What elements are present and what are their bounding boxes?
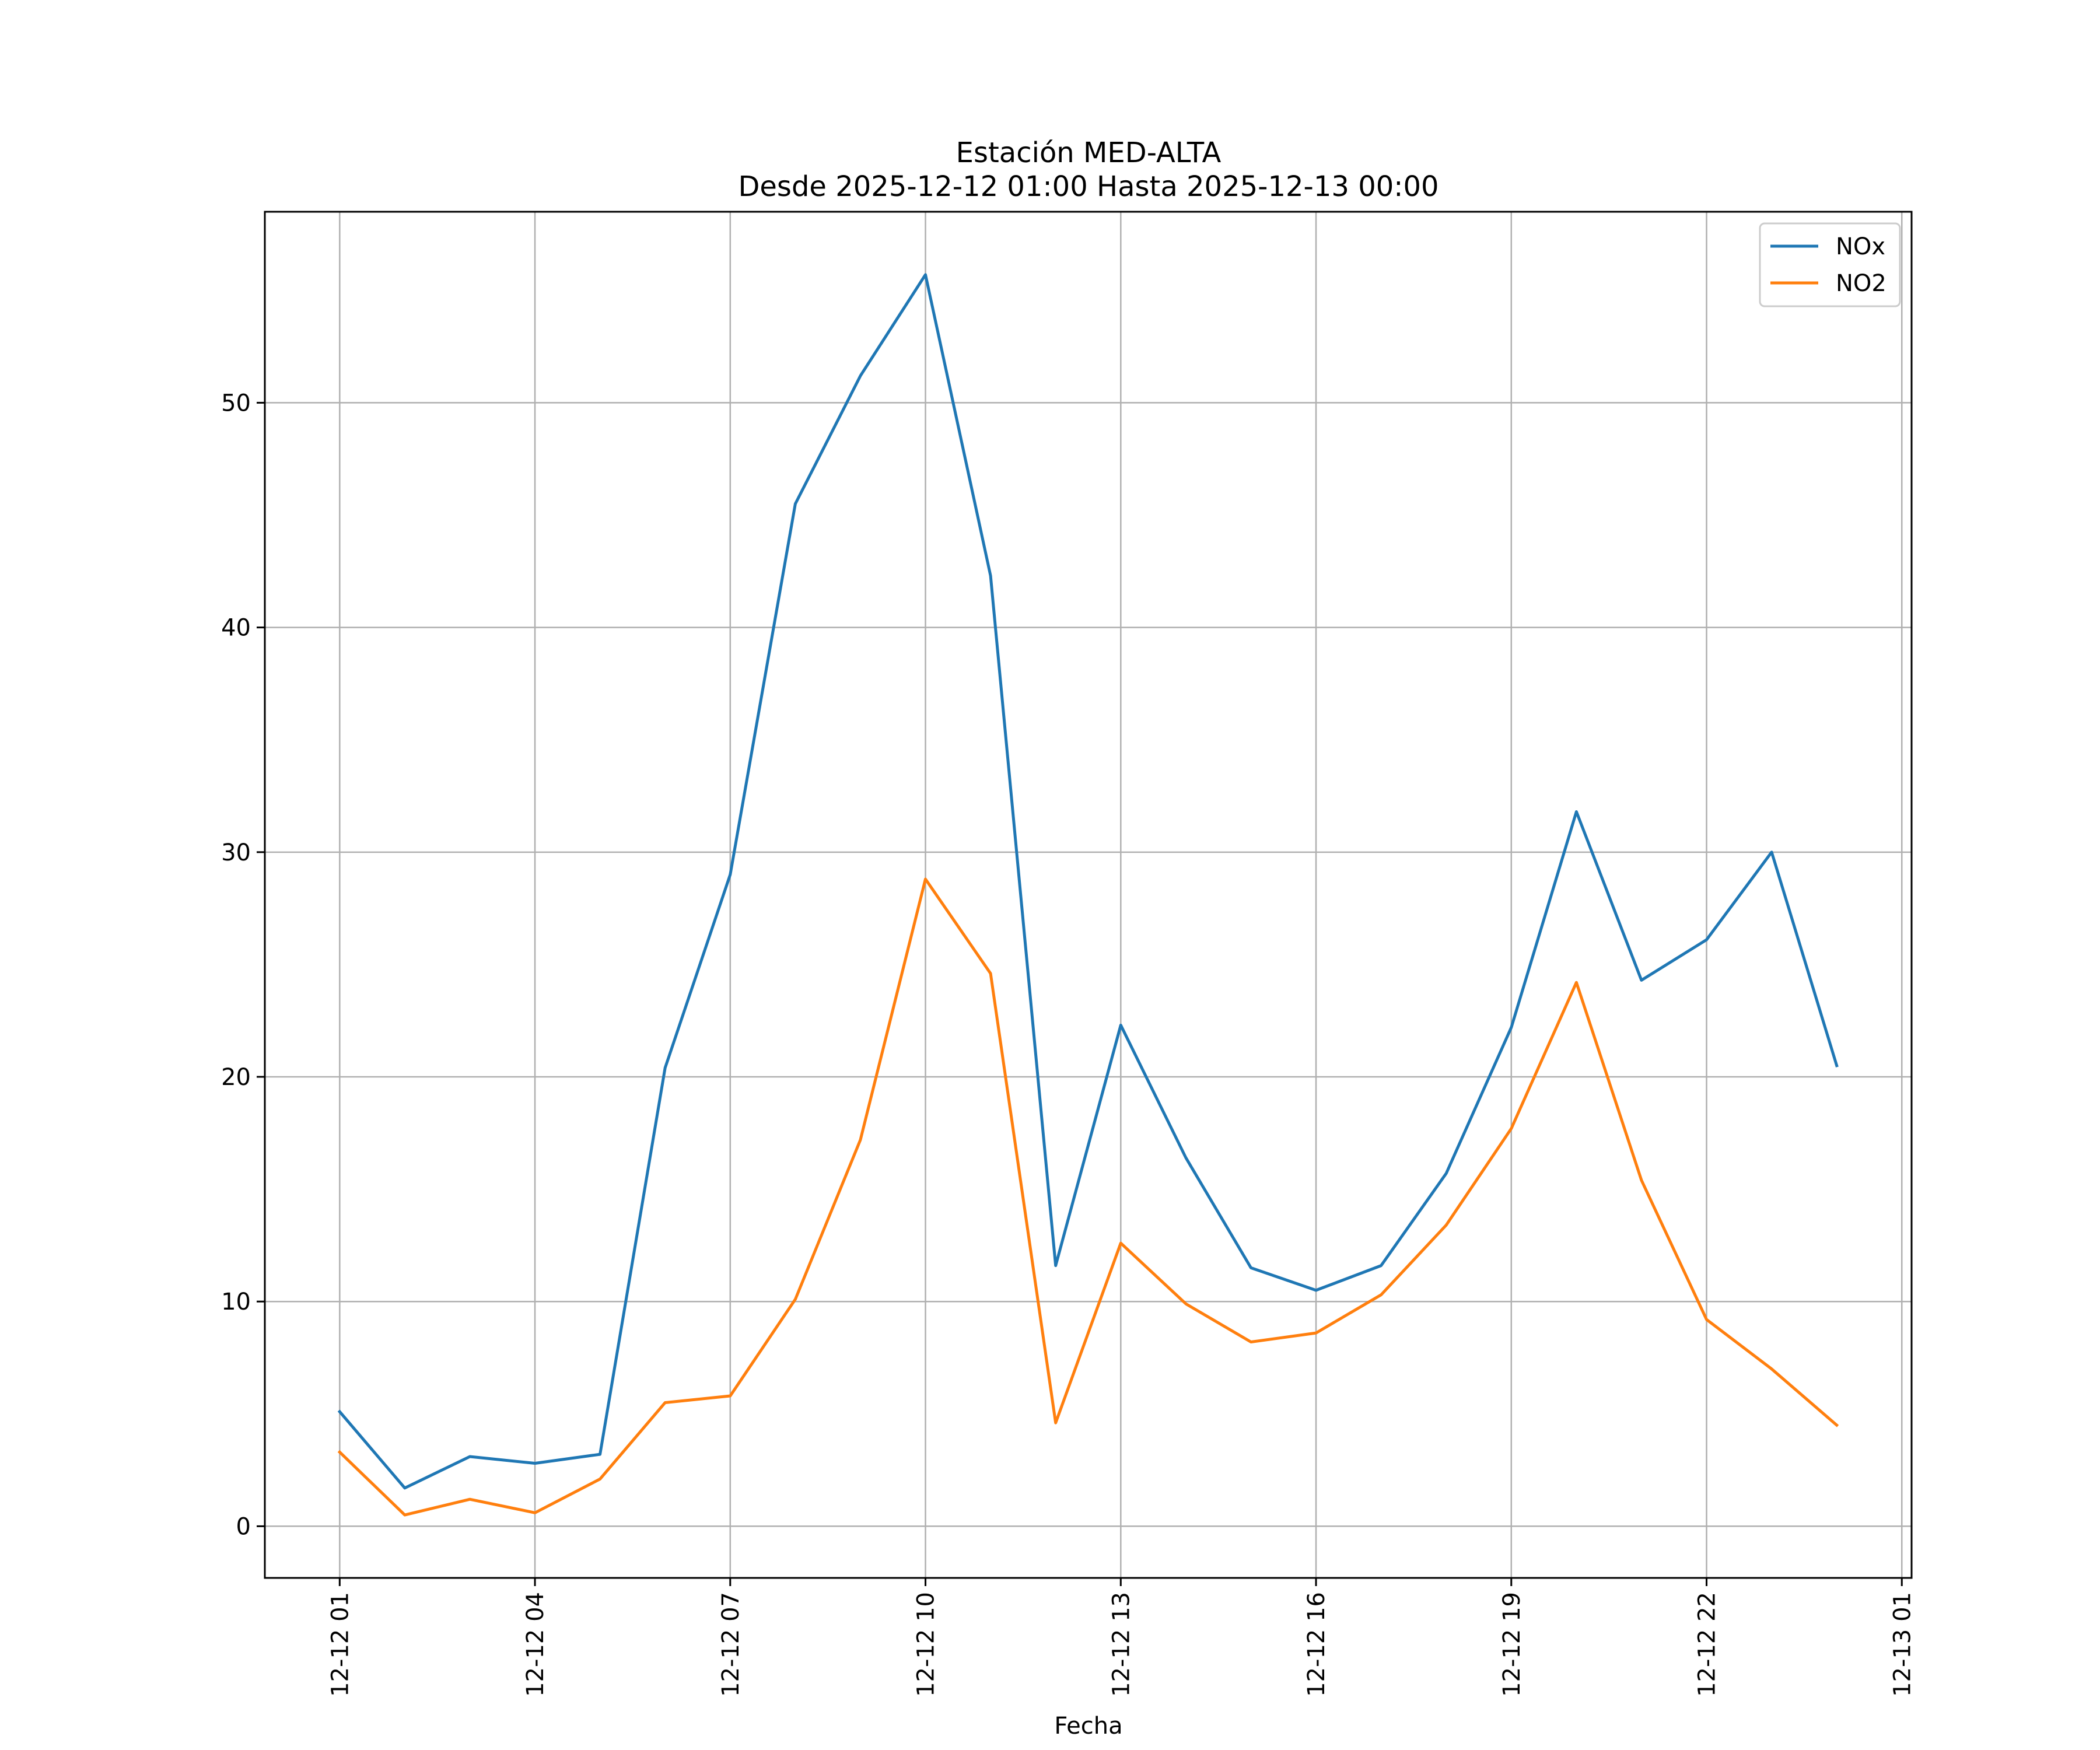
chart-subtitle: Desde 2025-12-12 01:00 Hasta 2025-12-13 … <box>738 170 1438 203</box>
x-tick-label: 12-12 19 <box>1499 1592 1525 1697</box>
chart-title: Estación MED-ALTA <box>956 136 1222 169</box>
y-grid <box>265 402 1912 1527</box>
x-tick-label: 12-12 22 <box>1694 1592 1721 1697</box>
legend-label-nox: NOx <box>1836 233 1885 260</box>
y-axis-ticks: 0 10 20 30 40 50 <box>221 390 265 1540</box>
legend-label-no2: NO2 <box>1836 270 1887 297</box>
x-tick-label: 12-12 16 <box>1303 1592 1330 1697</box>
x-tick-label: 12-12 01 <box>327 1592 354 1697</box>
y-tick-label: 0 <box>236 1513 251 1540</box>
series-line-nox <box>337 273 1839 1490</box>
y-tick-label: 30 <box>221 839 251 866</box>
y-tick-label: 40 <box>221 615 251 642</box>
y-tick-label: 10 <box>221 1289 251 1315</box>
x-tick-label: 12-12 07 <box>718 1592 744 1697</box>
x-axis-ticks: 12-12 01 12-12 04 12-12 07 12-12 10 12-12 13… <box>327 1578 1916 1697</box>
x-grid <box>339 212 1903 1578</box>
legend-box <box>1759 222 1901 307</box>
y-tick-label: 50 <box>221 390 251 416</box>
plot-frame <box>264 211 1913 1579</box>
y-tick-label: 20 <box>221 1064 251 1091</box>
legend: NOx NO2 <box>1759 222 1901 307</box>
x-tick-label: 12-12 13 <box>1108 1592 1135 1697</box>
series-layer <box>337 273 1839 1517</box>
x-tick-label: 12-12 04 <box>522 1592 549 1697</box>
plot-area <box>265 212 1912 1578</box>
x-axis-label: Fecha <box>1054 1713 1122 1740</box>
x-tick-label: 12-12 10 <box>913 1592 940 1697</box>
series-line-no2 <box>337 877 1839 1517</box>
x-tick-label: 12-13 01 <box>1889 1592 1916 1697</box>
